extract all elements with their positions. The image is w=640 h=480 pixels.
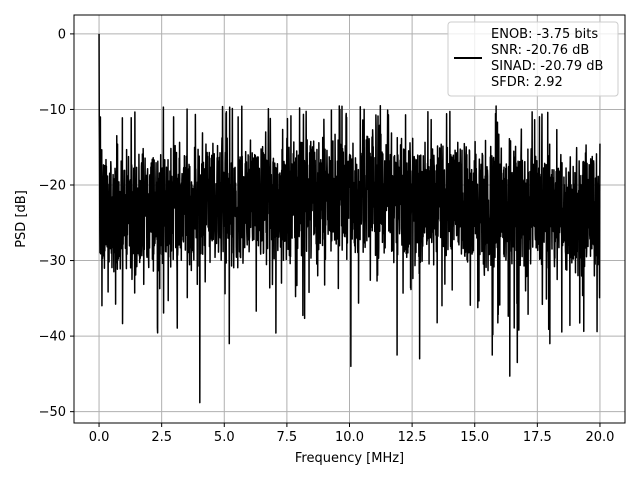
legend-entry-sfdr: SFDR: 2.92 xyxy=(491,75,563,90)
legend-entry-enob: ENOB: -3.75 bits xyxy=(491,27,598,42)
y-tick-label: −20 xyxy=(39,179,66,194)
x-tick-label: 7.5 xyxy=(277,430,298,445)
x-axis-label: Frequency [MHz] xyxy=(295,451,404,466)
y-tick-label: −40 xyxy=(39,330,66,345)
legend: ENOB: -3.75 bits SNR: -20.76 dB SINAD: -… xyxy=(447,21,619,97)
x-tick-label: 20.0 xyxy=(585,430,614,445)
x-tick-label: 5.0 xyxy=(214,430,235,445)
x-tick-label: 15.0 xyxy=(460,430,489,445)
x-tick-label: 10.0 xyxy=(335,430,364,445)
psd-series-line xyxy=(98,33,601,404)
tick-layer: 0.0 2.5 5.0 7.5 10.0 12.5 15.0 17.5 20.0 0 −10 −20 −… xyxy=(39,27,615,445)
y-tick-label: 0 xyxy=(58,27,66,42)
x-tick-label: 12.5 xyxy=(398,430,427,445)
legend-entry-sinad: SINAD: -20.79 dB xyxy=(491,59,603,74)
y-axis-label: PSD [dB] xyxy=(14,190,29,248)
series-layer xyxy=(98,33,601,404)
y-tick-label: −30 xyxy=(39,254,66,269)
y-tick-label: −50 xyxy=(39,405,66,420)
x-tick-label: 17.5 xyxy=(523,430,552,445)
y-tick-label: −10 xyxy=(39,103,66,118)
x-tick-label: 2.5 xyxy=(151,430,172,445)
x-tick-label: 0.0 xyxy=(89,430,110,445)
legend-box xyxy=(447,21,619,97)
legend-entry-snr: SNR: -20.76 dB xyxy=(491,43,589,58)
